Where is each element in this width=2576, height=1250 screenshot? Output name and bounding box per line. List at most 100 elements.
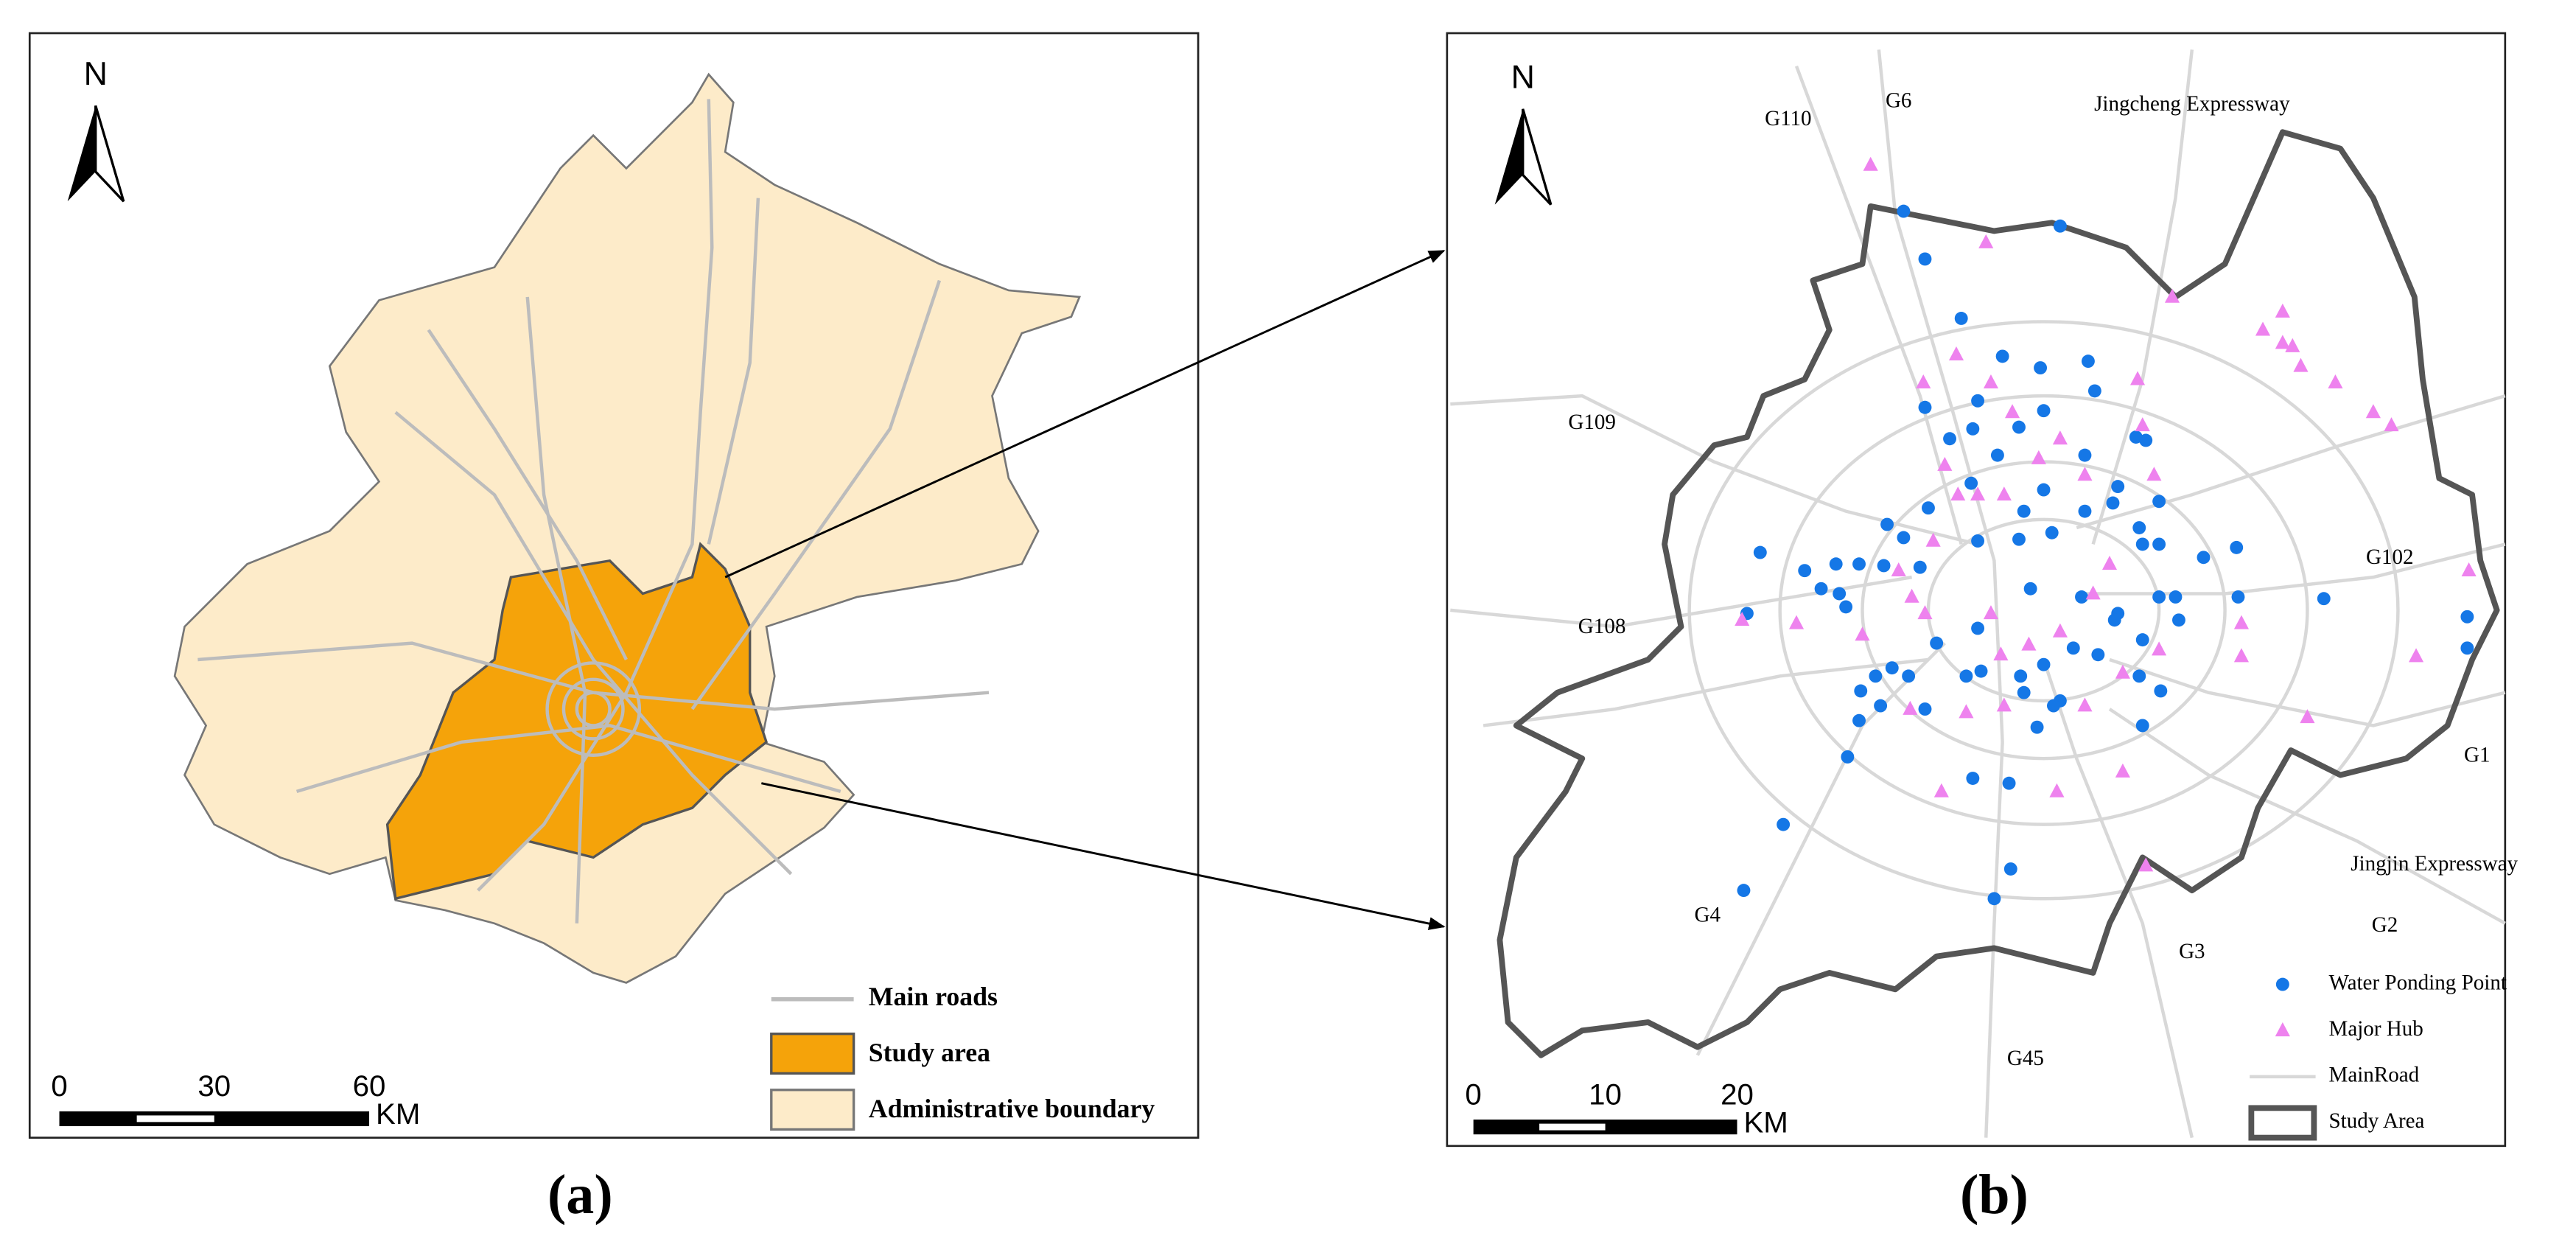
- water-ponding-point: [1841, 750, 1855, 764]
- main-road: [2076, 394, 2506, 530]
- major-hub: [2275, 335, 2290, 349]
- water-ponding-point: [1874, 699, 1888, 713]
- main-road: [427, 329, 628, 660]
- legend-label: Study area: [869, 1038, 990, 1067]
- road-label: G4: [1694, 904, 1721, 927]
- water-ponding-point: [2034, 361, 2048, 375]
- water-ponding-point: [1885, 661, 1899, 675]
- major-hub: [1788, 615, 1805, 629]
- water-ponding-point: [1814, 582, 1828, 596]
- main-road: [1877, 49, 2004, 1138]
- water-ponding-point: [2037, 657, 2051, 671]
- major-hub: [1903, 700, 1918, 715]
- water-ponding-point: [1880, 517, 1894, 531]
- water-ponding-point: [2014, 669, 2028, 683]
- major-hub: [1978, 234, 1994, 248]
- water-ponding-point: [1943, 432, 1956, 446]
- major-hub: [2146, 467, 2162, 481]
- major-hub: [1904, 588, 1919, 603]
- scale-label: 20: [1721, 1078, 1754, 1111]
- major-hub: [2293, 357, 2309, 372]
- major-hub: [2115, 664, 2130, 679]
- major-hub: [2135, 417, 2150, 432]
- water-ponding-point: [2002, 776, 2016, 790]
- major-hub: [2461, 562, 2477, 577]
- water-ponding-point: [2087, 384, 2101, 398]
- water-ponding-point: [1753, 545, 1767, 559]
- water-ponding-point: [1995, 349, 2009, 363]
- water-ponding-point: [2460, 610, 2474, 624]
- water-ponding-point: [2078, 448, 2092, 462]
- water-ponding-point: [1918, 400, 1932, 414]
- ring-road: [561, 677, 625, 741]
- major-hub: [2365, 404, 2381, 419]
- major-hub: [1925, 532, 1941, 547]
- main-road: [295, 724, 841, 794]
- scale-bar-segment: [136, 1115, 214, 1122]
- water-ponding-point: [1966, 772, 1980, 785]
- major-hub: [2052, 623, 2068, 638]
- major-hub: [1950, 486, 1966, 501]
- major-hub: [1917, 605, 1933, 620]
- water-ponding-point: [2172, 613, 2185, 627]
- water-ponding-point: [1922, 501, 1935, 515]
- water-ponding-point: [1971, 621, 1985, 635]
- major-hub: [2085, 585, 2101, 600]
- water-ponding-point: [2030, 720, 2044, 734]
- major-hub: [2049, 783, 2065, 797]
- major-hub: [2077, 697, 2093, 712]
- water-ponding-point: [1966, 422, 1980, 436]
- north-arrow: [94, 105, 125, 203]
- water-ponding-point: [1877, 559, 1891, 573]
- water-ponding-point: [1913, 560, 1927, 574]
- water-ponding-point: [2037, 404, 2051, 418]
- water-ponding-point: [2106, 496, 2120, 510]
- road-label: G1: [2464, 744, 2491, 767]
- water-ponding-point: [2091, 648, 2105, 662]
- major-hub: [2031, 450, 2046, 464]
- water-ponding-point: [2154, 684, 2168, 698]
- water-ponding-point: [1854, 684, 1868, 698]
- water-ponding-point: [2003, 862, 2017, 876]
- road-label: G109: [1568, 411, 1616, 434]
- road-label: G102: [2366, 545, 2414, 569]
- ring-road: [575, 691, 612, 727]
- water-ponding-point: [2023, 582, 2037, 596]
- ring-road: [1926, 517, 2161, 703]
- road-label: G6: [1886, 89, 1912, 113]
- water-ponding-point: [1897, 531, 1911, 545]
- water-ponding-point: [2231, 590, 2245, 604]
- water-ponding-point: [1897, 204, 1911, 218]
- main-road: [2042, 659, 2194, 1139]
- major-hub: [2233, 615, 2250, 629]
- water-ponding-point: [2012, 420, 2026, 434]
- caption: (b): [1960, 1164, 2029, 1226]
- major-hub: [1996, 697, 2012, 712]
- major-hub: [2285, 338, 2300, 352]
- main-road: [690, 279, 942, 710]
- legend-swatch: [2275, 1022, 2290, 1037]
- major-hub: [2384, 417, 2399, 432]
- ring-road: [1778, 394, 2309, 826]
- scale-bar-segment: [1539, 1123, 1606, 1131]
- main-road: [2109, 657, 2506, 727]
- water-ponding-point: [1971, 394, 1985, 408]
- water-ponding-point: [2047, 699, 2060, 713]
- water-ponding-point: [1833, 587, 1847, 601]
- water-ponding-point: [2053, 219, 2067, 233]
- major-hub: [2115, 763, 2130, 778]
- water-ponding-point: [1990, 448, 2004, 462]
- water-ponding-point: [1737, 884, 1751, 898]
- water-ponding-point: [2078, 504, 2092, 518]
- legend-swatch: [770, 1089, 855, 1131]
- water-ponding-point: [2017, 504, 2031, 518]
- water-ponding-point: [2197, 551, 2211, 565]
- water-ponding-point: [1918, 252, 1932, 266]
- major-hub: [2233, 648, 2250, 663]
- connector-arrow: [724, 249, 1446, 579]
- north-arrow: [1522, 108, 1553, 206]
- scale-unit: KM: [1743, 1106, 1788, 1139]
- water-ponding-point: [2066, 641, 2080, 655]
- main-road: [394, 411, 793, 876]
- scale-label: 0: [1465, 1078, 1481, 1111]
